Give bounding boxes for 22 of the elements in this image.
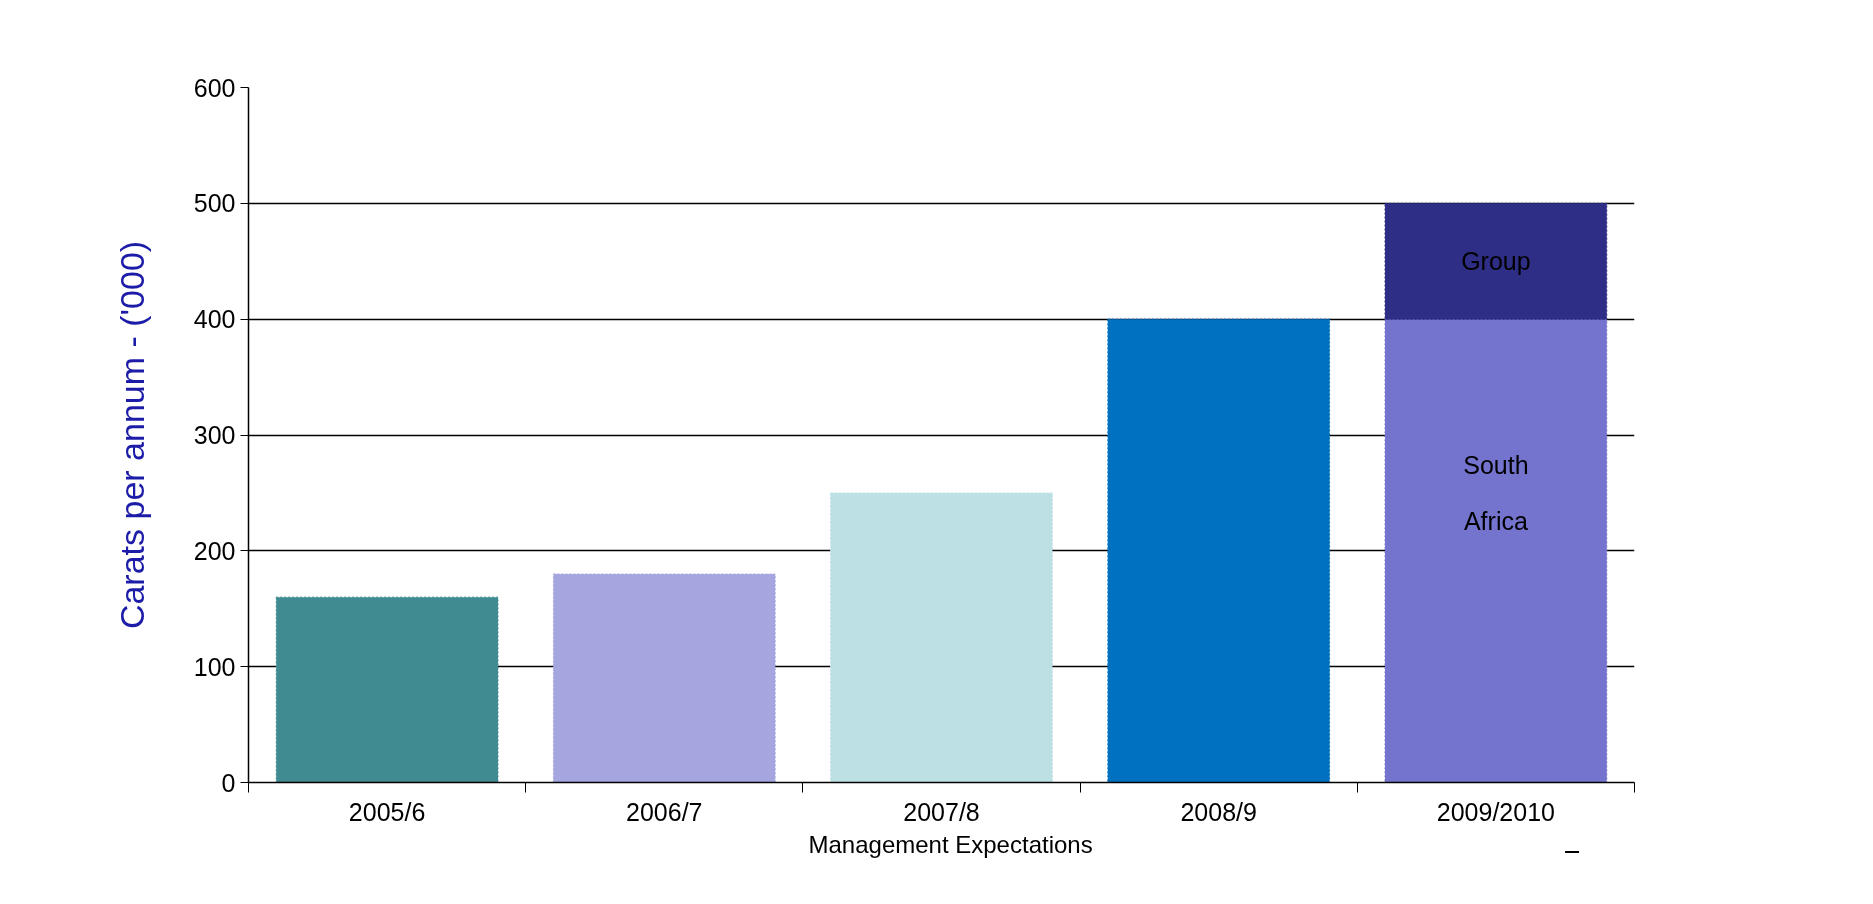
bar: [275, 596, 499, 783]
bar: [1384, 318, 1608, 783]
y-tick-label: 200: [193, 536, 236, 565]
annotation: South Africa: [1463, 450, 1529, 535]
x-tick-label: 2009/2010: [1436, 797, 1555, 826]
bar: [1384, 202, 1608, 320]
y-axis-title: Carats per annum - ('000): [112, 240, 151, 630]
x-tick-label: 2005/6: [348, 797, 426, 826]
y-tick-label: 0: [221, 768, 236, 797]
bar: [830, 492, 1053, 783]
y-tick-label: 300: [193, 421, 236, 449]
y-tick-label: 500: [193, 189, 236, 218]
bar: [552, 573, 776, 783]
x-tick-label: 2008/9: [1180, 797, 1257, 826]
x-tick-label: 2006/7: [626, 797, 703, 826]
y-tick-label: 100: [193, 652, 236, 681]
x-tick-label: 2007/8: [903, 797, 980, 826]
annotation: Group: [1461, 247, 1531, 276]
y-tick-label: 600: [193, 73, 236, 102]
y-tick-label: 400: [193, 305, 236, 334]
bar: [1107, 318, 1331, 783]
text: Management Expectations: [808, 830, 1093, 858]
